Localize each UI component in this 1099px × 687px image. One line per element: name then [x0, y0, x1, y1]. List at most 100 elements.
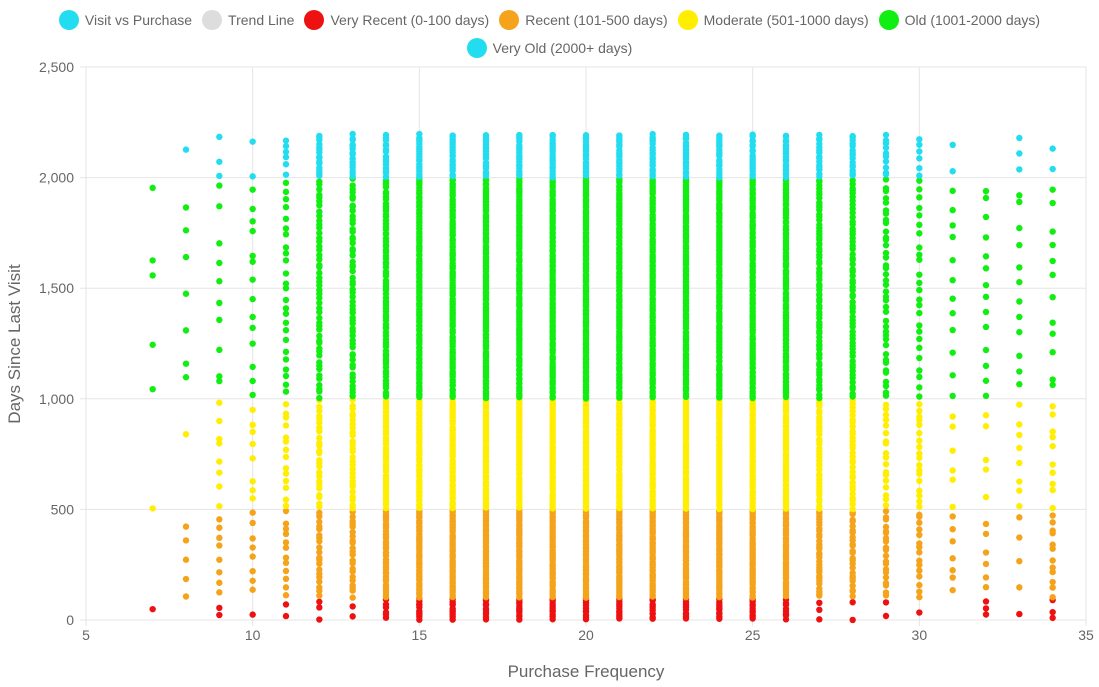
legend-label: Trend Line — [228, 12, 295, 28]
point-very-old-2000-days — [882, 164, 890, 171]
point-recent-101-500-days — [1049, 541, 1056, 548]
point-old-1001-2000-days — [916, 354, 923, 362]
legend-item-recent[interactable]: Recent (101-500 days) — [499, 10, 668, 30]
point-moderate-501-1000-days — [1016, 431, 1023, 439]
point-recent-101-500-days — [249, 567, 256, 575]
point-old-1001-2000-days — [916, 393, 923, 400]
point-old-1001-2000-days — [882, 234, 890, 241]
point-recent-101-500-days — [882, 589, 890, 596]
point-moderate-501-1000-days — [849, 479, 856, 486]
point-old-1001-2000-days — [916, 279, 923, 287]
point-old-1001-2000-days — [316, 319, 323, 327]
point-very-old-2000-days — [1049, 145, 1056, 152]
point-old-1001-2000-days — [282, 250, 290, 257]
x-tick-label: 10 — [245, 627, 261, 643]
point-old-1001-2000-days — [282, 231, 290, 238]
point-old-1001-2000-days — [316, 314, 323, 322]
y-axis-label: Days Since Last Visit — [5, 264, 24, 424]
point-recent-101-500-days — [1016, 558, 1023, 565]
point-old-1001-2000-days — [882, 228, 890, 235]
point-moderate-501-1000-days — [216, 458, 223, 465]
legend-swatch-old — [878, 10, 899, 30]
legend-item-moderate[interactable]: Moderate (501-1000 days) — [677, 10, 869, 30]
point-old-1001-2000-days — [916, 212, 923, 219]
point-old-1001-2000-days — [249, 205, 256, 213]
point-old-1001-2000-days — [916, 322, 923, 329]
point-old-1001-2000-days — [816, 281, 823, 288]
point-old-1001-2000-days — [1049, 228, 1056, 235]
point-old-1001-2000-days — [149, 184, 156, 192]
point-very-old-2000-days — [349, 141, 356, 148]
point-very-recent-0-100-days — [282, 612, 290, 620]
point-moderate-501-1000-days — [949, 476, 956, 483]
legend-item-old[interactable]: Old (1001-2000 days) — [878, 10, 1040, 30]
point-recent-101-500-days — [316, 549, 323, 556]
legend-item-visit-vs-purchase[interactable]: Visit vs Purchase — [58, 10, 193, 30]
point-moderate-501-1000-days — [816, 471, 823, 478]
point-old-1001-2000-days — [816, 376, 823, 383]
legend-item-very-recent[interactable]: Very Recent (0-100 days) — [304, 10, 489, 30]
y-tick-label: 1,500 — [39, 280, 74, 296]
point-very-old-2000-days — [382, 131, 390, 139]
point-moderate-501-1000-days — [1049, 411, 1056, 418]
point-very-old-2000-days — [449, 132, 456, 139]
point-old-1001-2000-days — [349, 337, 356, 344]
point-old-1001-2000-days — [916, 186, 923, 193]
point-recent-101-500-days — [349, 545, 356, 552]
point-recent-101-500-days — [216, 569, 223, 576]
legend-label: Visit vs Purchase — [84, 12, 193, 28]
point-recent-101-500-days — [282, 507, 290, 515]
point-recent-101-500-days — [982, 530, 990, 538]
point-old-1001-2000-days — [249, 186, 256, 193]
point-moderate-501-1000-days — [349, 501, 356, 509]
point-moderate-501-1000-days — [216, 399, 223, 406]
point-moderate-501-1000-days — [349, 429, 356, 436]
point-moderate-501-1000-days — [282, 470, 290, 477]
point-old-1001-2000-days — [316, 186, 323, 193]
point-old-1001-2000-days — [316, 359, 323, 366]
legend-item-very-old[interactable]: Very Old (2000+ days) — [466, 38, 632, 58]
point-old-1001-2000-days — [816, 221, 823, 229]
point-old-1001-2000-days — [1016, 298, 1023, 305]
legend-item-trend-line[interactable]: Trend Line — [202, 10, 294, 30]
point-old-1001-2000-days — [149, 257, 156, 264]
point-old-1001-2000-days — [282, 203, 290, 211]
point-old-1001-2000-days — [916, 204, 923, 212]
point-old-1001-2000-days — [216, 299, 223, 307]
point-recent-101-500-days — [1049, 519, 1056, 526]
point-very-recent-0-100-days — [249, 611, 256, 618]
point-old-1001-2000-days — [1049, 293, 1056, 301]
point-old-1001-2000-days — [882, 351, 890, 358]
point-very-old-2000-days — [549, 131, 556, 139]
point-moderate-501-1000-days — [249, 440, 256, 448]
point-recent-101-500-days — [182, 575, 190, 583]
point-moderate-501-1000-days — [882, 416, 890, 423]
point-recent-101-500-days — [1049, 557, 1056, 564]
point-recent-101-500-days — [282, 525, 290, 533]
point-very-recent-0-100-days — [216, 604, 223, 612]
point-old-1001-2000-days — [1016, 192, 1023, 199]
point-old-1001-2000-days — [982, 323, 990, 331]
point-very-old-2000-days — [916, 141, 923, 148]
point-moderate-501-1000-days — [816, 496, 823, 503]
point-moderate-501-1000-days — [349, 402, 356, 410]
point-recent-101-500-days — [349, 565, 356, 573]
point-very-old-2000-days — [882, 169, 890, 177]
point-recent-101-500-days — [349, 513, 356, 521]
point-very-old-2000-days — [682, 131, 690, 138]
point-recent-101-500-days — [1049, 578, 1056, 586]
point-old-1001-2000-days — [1016, 241, 1023, 249]
point-recent-101-500-days — [182, 523, 190, 530]
point-old-1001-2000-days — [316, 394, 323, 402]
point-old-1001-2000-days — [1016, 224, 1023, 232]
point-old-1001-2000-days — [182, 374, 190, 381]
point-old-1001-2000-days — [282, 319, 290, 326]
point-recent-101-500-days — [916, 549, 923, 556]
point-old-1001-2000-days — [149, 341, 156, 348]
point-very-old-2000-days — [516, 131, 523, 139]
point-old-1001-2000-days — [916, 344, 923, 352]
point-old-1001-2000-days — [316, 252, 323, 259]
point-moderate-501-1000-days — [349, 416, 356, 424]
point-old-1001-2000-days — [216, 346, 223, 354]
point-moderate-501-1000-days — [916, 450, 923, 457]
